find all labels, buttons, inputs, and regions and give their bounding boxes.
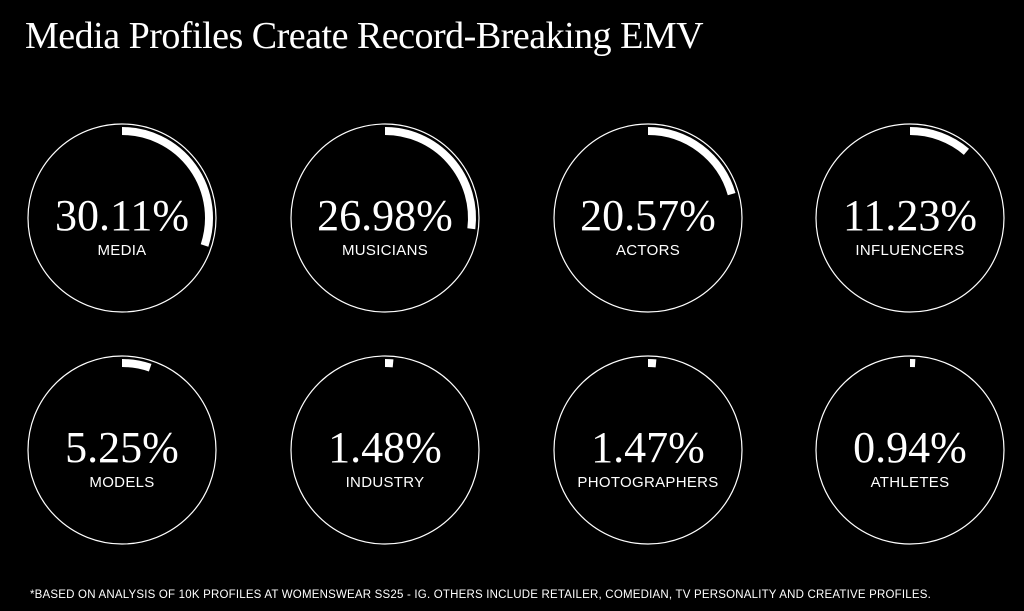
ring-actors: 20.57% ACTORS <box>553 123 743 313</box>
percent-label: 30.11% <box>55 191 189 240</box>
percent-label: 0.94% <box>853 423 967 472</box>
percent-label: 11.23% <box>843 191 977 240</box>
ring-influencers: 11.23% INFLUENCERS <box>815 123 1005 313</box>
ring-outline <box>27 355 217 545</box>
ring-outline <box>815 123 1005 313</box>
ring-industry: 1.48% INDUSTRY <box>290 355 480 545</box>
percent-label: 20.57% <box>580 191 716 240</box>
percent-label: 1.48% <box>328 423 442 472</box>
ring-arc-media <box>121 127 213 247</box>
ring-outline <box>553 355 743 545</box>
ring-models: 5.25% MODELS <box>27 355 217 545</box>
ring-arc-actors <box>647 127 736 196</box>
ring-photographers: 1.47% PHOTOGRAPHERS <box>553 355 743 545</box>
ring-outline <box>290 355 480 545</box>
ring-outline <box>27 123 217 313</box>
category-label: INDUSTRY <box>346 474 425 491</box>
category-label: MODELS <box>89 474 154 491</box>
ring-arc-influencers <box>909 127 970 155</box>
category-label: MEDIA <box>97 242 146 259</box>
ring-outline <box>815 355 1005 545</box>
category-label: INFLUENCERS <box>855 242 964 259</box>
category-label: ACTORS <box>616 242 680 259</box>
ring-outline <box>290 123 480 313</box>
category-label: ATHLETES <box>871 474 950 491</box>
ring-athletes: 0.94% ATHLETES <box>815 355 1005 545</box>
percent-label: 26.98% <box>317 191 453 240</box>
ring-media: 30.11% MEDIA <box>27 123 217 313</box>
percent-label: 1.47% <box>591 423 705 472</box>
ring-musicians: 26.98% MUSICIANS <box>290 123 480 313</box>
ring-arc-models <box>121 359 152 372</box>
ring-arc-musicians <box>384 127 476 230</box>
category-label: PHOTOGRAPHERS <box>577 474 718 491</box>
percent-label: 5.25% <box>65 423 179 472</box>
category-label: MUSICIANS <box>342 242 428 259</box>
ring-outline <box>553 123 743 313</box>
page-title: Media Profiles Create Record-Breaking EM… <box>25 15 704 57</box>
footnote: *BASED ON ANALYSIS OF 10K PROFILES AT WO… <box>30 589 932 601</box>
